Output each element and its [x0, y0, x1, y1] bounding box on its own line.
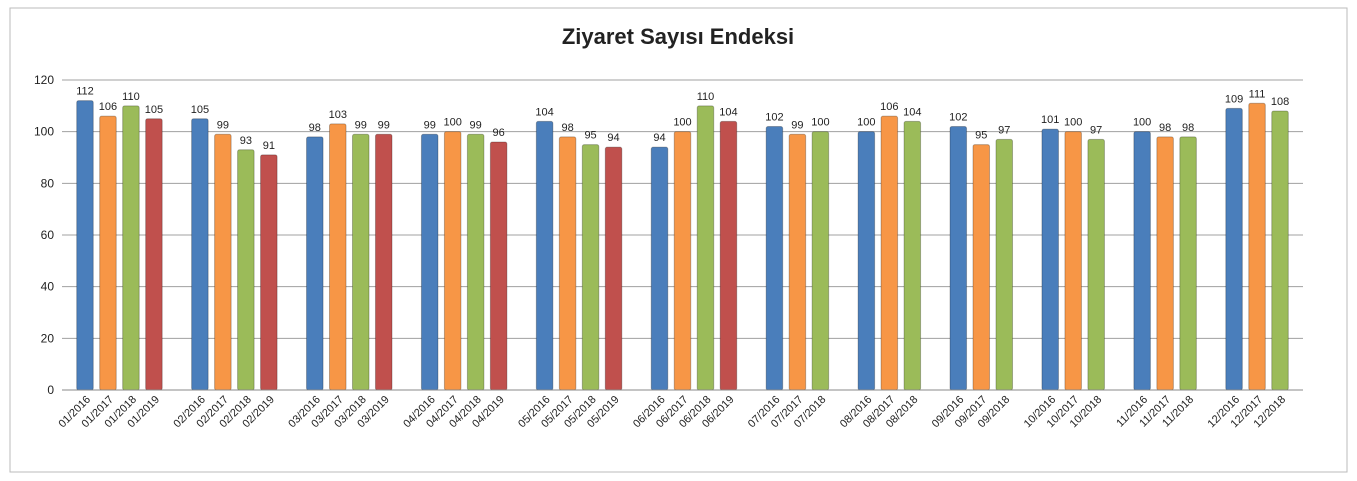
value-label: 108 — [1271, 96, 1289, 108]
bar — [489, 141, 508, 391]
bar — [972, 144, 991, 391]
bar — [558, 136, 577, 391]
bar — [443, 131, 462, 391]
value-label: 91 — [263, 140, 275, 152]
bar — [949, 126, 968, 391]
value-label: 110 — [122, 91, 140, 103]
chart-title: Ziyaret Sayısı Endeksi — [562, 24, 794, 49]
value-label: 100 — [811, 117, 829, 129]
bar — [1087, 138, 1105, 391]
bar — [880, 115, 899, 391]
value-label: 105 — [145, 104, 163, 116]
bar — [351, 133, 370, 391]
bar — [1156, 136, 1174, 391]
bar — [122, 105, 140, 391]
y-tick-label: 20 — [41, 331, 55, 345]
bar — [1248, 102, 1266, 391]
value-label: 97 — [1090, 124, 1102, 136]
bar — [466, 133, 485, 391]
bar — [1271, 110, 1289, 391]
value-label: 106 — [880, 101, 898, 113]
value-label: 97 — [998, 124, 1010, 136]
bar — [1179, 136, 1197, 391]
value-label: 111 — [1249, 88, 1266, 100]
value-label: 109 — [1225, 93, 1243, 105]
value-label: 99 — [378, 119, 390, 131]
bar — [1064, 131, 1082, 391]
value-label: 103 — [329, 109, 347, 121]
bar — [581, 144, 600, 391]
value-label: 100 — [444, 117, 462, 129]
value-label: 98 — [1159, 122, 1171, 134]
bar — [306, 136, 324, 391]
bar — [903, 120, 922, 391]
bar — [673, 131, 692, 391]
y-tick-label: 0 — [47, 383, 54, 397]
value-label: 95 — [975, 130, 987, 142]
value-label: 98 — [309, 122, 321, 134]
bar — [1041, 128, 1059, 391]
bar — [811, 131, 830, 391]
bar — [719, 120, 738, 391]
value-label: 99 — [424, 119, 436, 131]
value-label: 94 — [653, 132, 665, 144]
bar — [374, 133, 393, 391]
bar — [420, 133, 439, 391]
value-label: 98 — [561, 122, 573, 134]
value-label: 99 — [470, 119, 482, 131]
bar — [260, 154, 278, 391]
y-tick-label: 60 — [41, 228, 55, 242]
value-label: 102 — [765, 112, 783, 124]
bar — [604, 146, 623, 391]
value-label: 99 — [791, 119, 803, 131]
value-label: 93 — [240, 135, 252, 147]
value-label: 106 — [99, 101, 117, 113]
value-label: 94 — [607, 132, 619, 144]
value-label: 102 — [949, 112, 967, 124]
value-label: 104 — [535, 106, 553, 118]
bar — [145, 118, 163, 391]
y-tick-label: 40 — [41, 280, 55, 294]
bar — [329, 123, 347, 391]
value-label: 99 — [217, 119, 229, 131]
y-tick-label: 100 — [34, 125, 54, 139]
bar — [857, 131, 876, 391]
value-label: 100 — [673, 117, 691, 129]
y-tick-label: 120 — [34, 73, 54, 87]
bar — [535, 120, 554, 391]
value-label: 95 — [584, 130, 596, 142]
value-label: 99 — [355, 119, 367, 131]
value-label: 100 — [1133, 117, 1151, 129]
bar — [1225, 107, 1243, 391]
value-label: 100 — [857, 117, 875, 129]
bar — [99, 115, 117, 391]
bar — [995, 138, 1014, 391]
bar — [1133, 131, 1151, 391]
value-label: 104 — [903, 106, 921, 118]
bar — [765, 126, 784, 391]
bar — [237, 149, 255, 391]
bar — [650, 146, 669, 391]
bar — [214, 133, 232, 391]
value-label: 98 — [1182, 122, 1194, 134]
bar — [696, 105, 715, 391]
bar — [191, 118, 209, 391]
value-label: 105 — [191, 104, 209, 116]
y-tick-label: 80 — [41, 176, 55, 190]
value-label: 104 — [719, 106, 737, 118]
value-label: 101 — [1041, 114, 1059, 126]
value-label: 100 — [1064, 117, 1082, 129]
value-label: 96 — [493, 127, 505, 139]
value-label: 110 — [697, 91, 715, 103]
bar — [76, 100, 94, 391]
bar — [788, 133, 807, 391]
value-label: 112 — [76, 86, 94, 98]
